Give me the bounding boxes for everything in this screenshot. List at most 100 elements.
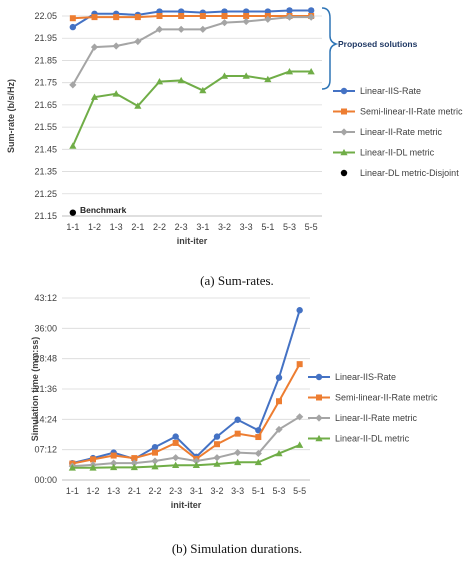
data-point	[112, 42, 120, 50]
data-point	[112, 90, 120, 97]
x-tick-label: 3-3	[240, 222, 253, 232]
y-tick-label: 21.45	[34, 144, 57, 154]
data-point	[91, 14, 98, 21]
data-point	[255, 427, 262, 434]
series-semi-linear-ii-rate-metric	[69, 361, 303, 467]
sum-rate-chart: 22.05 21.95 21.85 21.75 21.65 21.55 21.45 21.35…	[6, 7, 463, 246]
data-point	[151, 462, 159, 470]
data-point	[307, 67, 315, 75]
y-tick-label: 00:00	[34, 475, 57, 485]
data-point	[234, 458, 242, 466]
x-tick-label: 2-2	[148, 486, 161, 496]
legend-marker	[316, 394, 322, 401]
data-point	[285, 13, 294, 21]
x-axis-label: init-iter	[171, 500, 202, 510]
legend-marker	[340, 87, 348, 95]
legend-entry: Linear-II-DL metric	[333, 148, 435, 158]
y-tick-label: 21.65	[34, 100, 57, 110]
x-tick-label: 5-1	[261, 222, 274, 232]
caption-simulation-durations: (b) Simulation durations.	[171, 541, 303, 556]
data-point	[130, 463, 138, 471]
data-point	[89, 464, 97, 471]
legend-marker	[340, 148, 348, 156]
data-point	[234, 430, 241, 437]
y-tick-label: 36:00	[34, 323, 57, 333]
x-tick-label: 1-1	[66, 486, 79, 496]
data-point	[192, 461, 200, 469]
x-tick-label: 5-5	[305, 222, 318, 232]
data-point	[69, 142, 77, 149]
legend-marker	[341, 108, 347, 115]
y-tick-label: 21:36	[34, 384, 57, 394]
y-tick-label: 07:12	[34, 445, 57, 455]
data-point	[90, 456, 96, 463]
data-point	[213, 460, 221, 467]
data-point	[110, 459, 118, 467]
legend-label: Linear-II-Rate metric	[360, 127, 443, 137]
legend-label: Linear-II-DL metric	[360, 148, 435, 158]
series-linear-ii-dl-metric	[69, 67, 315, 149]
data-point	[134, 14, 141, 21]
data-point	[296, 307, 303, 314]
x-tick-label: 3-1	[190, 486, 203, 496]
legend-entry: Semi-linear-II-Rate metric	[333, 107, 463, 117]
series-line	[72, 15, 312, 20]
data-point	[156, 13, 163, 19]
legend-entry: Linear-DL metric-Disjoint	[340, 168, 459, 178]
data-point	[177, 25, 185, 33]
y-tick-label: 21.55	[34, 122, 57, 132]
data-point	[275, 374, 283, 381]
data-point	[234, 449, 242, 457]
y-axis-label: Simulation time (mm:ss)	[30, 337, 40, 442]
data-point	[172, 454, 180, 462]
data-point	[213, 454, 221, 462]
series-line	[72, 9, 312, 28]
x-tick-label: 5-1	[252, 486, 265, 496]
legend-label: Linear-IIS-Rate	[360, 86, 421, 96]
y-tick-label: 21.95	[34, 33, 57, 43]
data-point	[69, 23, 77, 31]
legend-label: Linear-II-Rate metric	[335, 413, 418, 423]
data-point	[199, 86, 207, 94]
data-point	[199, 25, 207, 33]
y-tick-label: 28:48	[34, 354, 57, 364]
data-point	[242, 17, 250, 26]
x-tick-label: 1-1	[66, 222, 79, 232]
data-point	[110, 463, 118, 471]
x-tick-label: 2-2	[153, 222, 166, 232]
legend-entry: Linear-II-Rate metric	[308, 413, 418, 423]
data-point	[264, 15, 272, 23]
series-line	[72, 415, 301, 468]
data-point	[276, 398, 282, 405]
data-point	[134, 102, 142, 109]
legend-entry: Linear-IIS-Rate	[333, 86, 421, 96]
x-tick-label: 5-5	[293, 486, 306, 496]
data-point	[307, 7, 315, 14]
data-point	[68, 464, 76, 471]
series-linear-dl-metric-disjoint	[69, 209, 77, 216]
legend-entry: Semi-linear-II-Rate metric	[308, 393, 438, 403]
y-tick-label: 21.75	[34, 78, 57, 88]
data-point	[214, 441, 220, 448]
series-linear-iis-rate	[69, 7, 315, 31]
data-point	[130, 459, 138, 467]
legend-label: Linear-DL metric-Disjoint	[360, 168, 459, 178]
data-point	[177, 76, 185, 84]
data-point	[213, 433, 221, 440]
data-point	[113, 14, 120, 21]
x-tick-label: 2-1	[131, 222, 144, 232]
data-point	[220, 72, 229, 79]
y-tick-label: 21.15	[34, 211, 57, 221]
data-point	[69, 81, 77, 89]
legend-marker	[315, 434, 323, 442]
legend-label: Semi-linear-II-Rate metric	[360, 107, 463, 117]
data-point	[275, 449, 283, 457]
x-tick-label: 3-2	[210, 486, 223, 496]
data-point	[155, 25, 164, 33]
data-point	[242, 72, 250, 79]
data-point	[296, 441, 304, 448]
right-curly-brace-icon	[321, 7, 339, 90]
data-point	[307, 13, 315, 21]
y-tick-label: 21.35	[34, 167, 57, 177]
data-point	[255, 434, 262, 441]
